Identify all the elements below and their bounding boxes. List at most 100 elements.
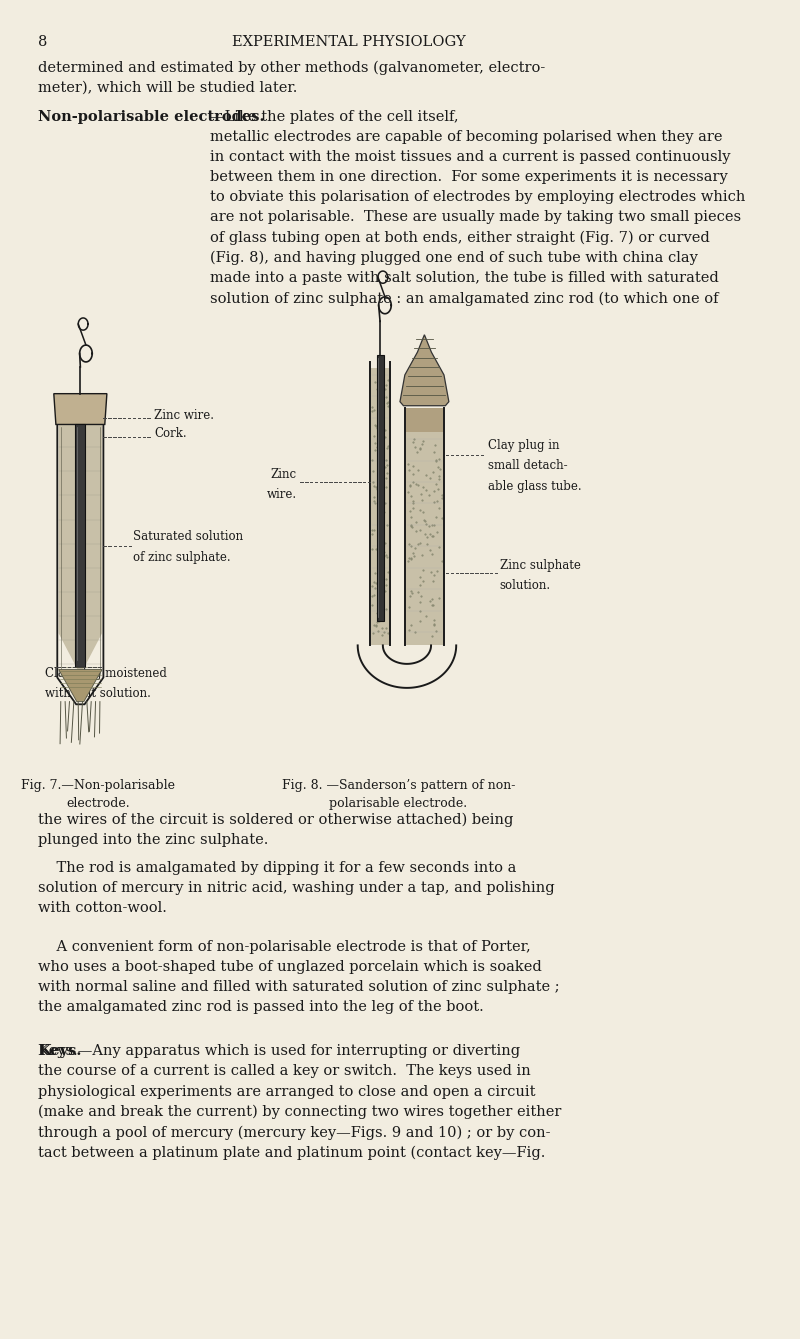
Point — [369, 414, 382, 435]
Point — [372, 580, 385, 601]
Point — [414, 574, 426, 596]
Point — [405, 536, 418, 557]
Point — [427, 479, 440, 501]
Point — [375, 387, 388, 408]
Point — [378, 545, 390, 566]
Point — [403, 475, 416, 497]
Point — [418, 509, 430, 530]
Point — [380, 568, 393, 589]
Point — [426, 595, 438, 616]
Text: Clay plug moistened: Clay plug moistened — [46, 667, 167, 680]
Point — [427, 613, 440, 635]
Point — [373, 477, 386, 498]
Text: Fig. 8. —Sanderson’s pattern of non-
polarisable electrode.: Fig. 8. —Sanderson’s pattern of non- pol… — [282, 779, 515, 810]
Point — [376, 469, 389, 490]
Point — [377, 462, 390, 483]
Point — [367, 471, 380, 493]
Point — [378, 419, 391, 441]
Point — [380, 375, 393, 396]
Point — [405, 549, 418, 570]
Point — [376, 576, 389, 597]
Point — [367, 623, 380, 644]
Point — [414, 600, 426, 621]
Point — [372, 620, 385, 641]
Text: small detach-: small detach- — [488, 459, 567, 473]
Point — [372, 479, 385, 501]
Point — [379, 426, 392, 447]
Point — [419, 465, 432, 486]
Point — [403, 585, 416, 607]
Point — [381, 514, 394, 536]
Point — [416, 432, 429, 454]
Point — [368, 486, 381, 507]
Point — [417, 570, 430, 592]
Point — [402, 459, 415, 481]
Point — [375, 462, 388, 483]
Point — [405, 548, 418, 569]
Point — [369, 562, 382, 584]
Point — [432, 478, 445, 499]
Point — [380, 544, 393, 565]
Point — [375, 454, 388, 475]
Point — [426, 588, 438, 609]
Point — [424, 561, 437, 582]
Point — [377, 396, 390, 418]
Point — [430, 560, 443, 581]
Point — [375, 516, 388, 537]
Text: the wires of the circuit is soldered or otherwise attached) being
plunged into t: the wires of the circuit is soldered or … — [38, 813, 514, 848]
Point — [409, 537, 422, 558]
Point — [428, 491, 441, 513]
Point — [374, 562, 386, 584]
Point — [374, 406, 386, 427]
Point — [366, 400, 378, 422]
Text: Keys.—Any apparatus which is used for interrupting or diverting
the course of a : Keys.—Any apparatus which is used for in… — [38, 1044, 562, 1161]
Point — [374, 510, 387, 532]
Point — [366, 524, 378, 545]
Point — [366, 595, 378, 616]
Point — [417, 431, 430, 453]
Point — [404, 516, 417, 537]
Point — [428, 441, 441, 462]
Point — [374, 463, 387, 485]
Text: Clay plug in: Clay plug in — [488, 439, 559, 453]
Point — [406, 582, 418, 604]
Point — [415, 545, 428, 566]
Point — [366, 520, 378, 541]
Point — [370, 415, 382, 437]
Point — [404, 499, 417, 521]
Point — [417, 477, 430, 498]
Point — [382, 370, 394, 391]
Point — [402, 453, 414, 474]
Point — [367, 426, 380, 447]
Polygon shape — [400, 335, 449, 406]
Point — [368, 577, 381, 599]
Point — [427, 615, 440, 636]
Point — [422, 483, 435, 505]
Point — [366, 461, 379, 482]
Point — [366, 450, 378, 471]
Point — [381, 392, 394, 414]
Point — [406, 471, 419, 493]
Point — [371, 411, 384, 432]
Point — [378, 502, 390, 524]
Text: Keys.: Keys. — [38, 1044, 82, 1058]
Point — [410, 511, 422, 533]
Point — [368, 520, 381, 541]
Point — [367, 584, 380, 605]
Point — [370, 378, 383, 399]
Text: EXPERIMENTAL PHYSIOLOGY: EXPERIMENTAL PHYSIOLOGY — [233, 35, 466, 48]
Point — [367, 572, 380, 593]
Point — [407, 455, 420, 477]
Point — [424, 467, 437, 489]
Point — [370, 538, 382, 560]
Point — [373, 537, 386, 558]
Point — [433, 469, 446, 490]
Point — [379, 449, 392, 470]
Point — [432, 457, 445, 478]
Point — [403, 533, 416, 554]
Point — [374, 459, 387, 481]
Point — [426, 625, 438, 647]
Point — [378, 491, 391, 513]
Point — [414, 592, 426, 613]
Point — [426, 544, 438, 565]
